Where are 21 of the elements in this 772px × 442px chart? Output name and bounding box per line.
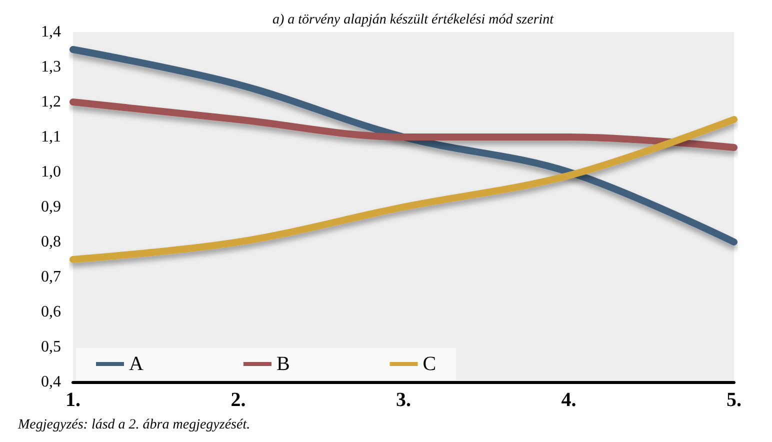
- y-tick-label: 0,5: [41, 338, 61, 356]
- x-tick-label: 4.: [561, 389, 576, 411]
- y-tick-label: 1,1: [41, 128, 61, 146]
- text: Megjegyzés: lásd a 2. ábra megjegyzését.: [17, 418, 250, 432]
- y-tick-label: 0,6: [41, 304, 61, 320]
- y-tick-label: 1,3: [41, 58, 61, 76]
- legend-label: C: [422, 353, 436, 375]
- y-tick-label: 1,2: [41, 94, 61, 110]
- y-tick-label: 1,0: [41, 164, 61, 180]
- legend-label: B: [276, 353, 290, 375]
- legend-label: A: [129, 353, 144, 375]
- y-tick-label: 1,4: [41, 24, 61, 40]
- y-tick-label: 0,8: [41, 234, 61, 250]
- x-tick-label: 3.: [396, 389, 411, 411]
- chart-title: a) a törvény alapján készült értékelési mód szerint: [272, 12, 555, 28]
- y-tick-label: 0,4: [41, 374, 61, 390]
- x-tick-label: 1.: [66, 389, 80, 411]
- y-tick-label: 0,7: [41, 268, 61, 286]
- x-tick-label: 5.: [726, 389, 742, 411]
- x-tick-label: 2.: [230, 389, 246, 411]
- y-tick-label: 0,9: [41, 198, 61, 216]
